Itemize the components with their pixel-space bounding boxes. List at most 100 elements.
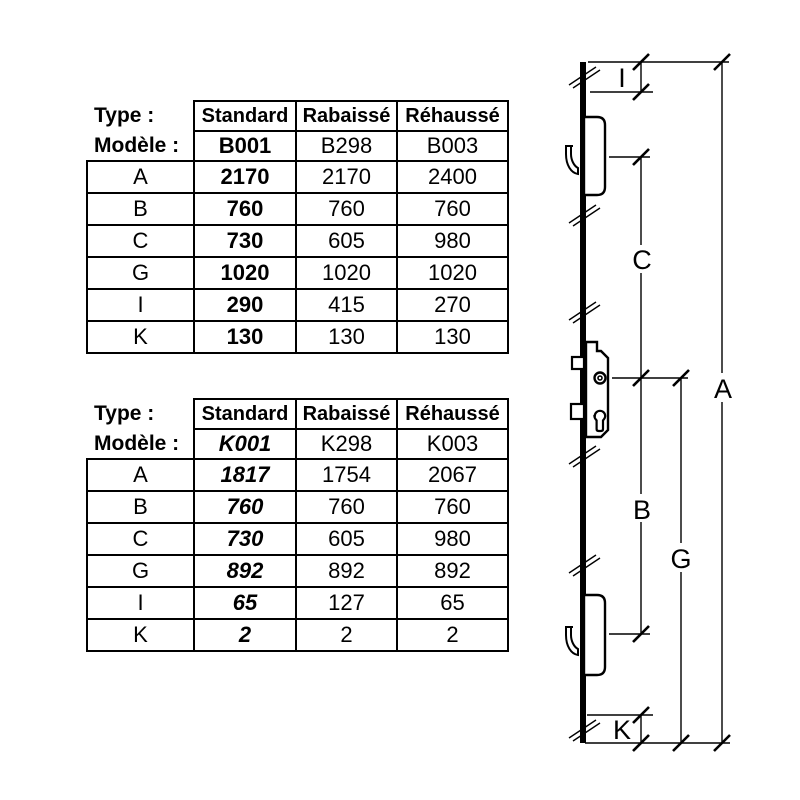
value-cell: 130 xyxy=(396,320,509,354)
value-cell: 127 xyxy=(295,586,398,620)
value-cell: 130 xyxy=(295,320,398,354)
table-row: G 892 892 892 xyxy=(86,554,509,588)
value-cell: 760 xyxy=(295,192,398,226)
dim-letter: K xyxy=(86,618,195,652)
value-cell: 290 xyxy=(193,288,297,322)
handle-follower-icon xyxy=(593,371,607,385)
value-cell: 1754 xyxy=(295,458,398,492)
dimension-ticks xyxy=(632,53,731,752)
table-row: B 760 760 760 xyxy=(86,490,509,524)
value-cell: 605 xyxy=(295,522,398,556)
dim-letter: C xyxy=(86,522,195,556)
dim-label-c: C xyxy=(632,245,652,275)
dim-letter: A xyxy=(86,458,195,492)
table-row: K 130 130 130 xyxy=(86,320,509,354)
value-cell: 1020 xyxy=(193,256,297,290)
value-cell: 892 xyxy=(295,554,398,588)
value-cell: 2400 xyxy=(396,160,509,194)
table-row: A 1817 1754 2067 xyxy=(86,458,509,492)
dim-label-b: B xyxy=(633,495,651,525)
value-cell: 760 xyxy=(396,192,509,226)
value-cell: 1020 xyxy=(396,256,509,290)
value-cell: 2170 xyxy=(193,160,297,194)
value-cell: 730 xyxy=(193,224,297,258)
dim-letter: G xyxy=(86,554,195,588)
top-hook-icon xyxy=(565,145,579,176)
value-cell: 2 xyxy=(193,618,297,652)
value-cell: 760 xyxy=(193,490,297,524)
col-header-rehausse: Réhaussé xyxy=(396,398,509,430)
table-row: G 1020 1020 1020 xyxy=(86,256,509,290)
value-cell: 730 xyxy=(193,522,297,556)
value-cell: 1020 xyxy=(295,256,398,290)
value-cell: 760 xyxy=(396,490,509,524)
table-row: I 290 415 270 xyxy=(86,288,509,322)
value-cell: 605 xyxy=(295,224,398,258)
value-cell: 980 xyxy=(396,224,509,258)
table-row: Type : Standard Rabaissé Réhaussé xyxy=(87,398,509,430)
model-label: Modèle : xyxy=(94,133,180,157)
value-cell: 65 xyxy=(193,586,297,620)
col-header-rehausse: Réhaussé xyxy=(396,100,509,132)
model-rehausse: K003 xyxy=(396,428,509,460)
model-rehausse: B003 xyxy=(396,130,509,162)
model-standard: K001 xyxy=(193,428,297,460)
dim-letter: C xyxy=(86,224,195,258)
table-row: Modèle : K001 K298 K003 xyxy=(87,428,509,460)
table-row: K 2 2 2 xyxy=(86,618,509,652)
table-row: C 730 605 980 xyxy=(86,522,509,556)
model-rabaisse: K298 xyxy=(295,428,398,460)
table-row: Modèle : B001 B298 B003 xyxy=(87,130,509,162)
col-header-standard: Standard xyxy=(193,100,297,132)
spec-table-b001: Type : Standard Rabaissé Réhaussé Modèle… xyxy=(86,100,509,354)
dim-letter: B xyxy=(86,490,195,524)
rail-break-marks xyxy=(568,66,601,742)
value-cell: 2 xyxy=(295,618,398,652)
model-label: Modèle : xyxy=(94,431,180,455)
value-cell: 760 xyxy=(193,192,297,226)
euro-cylinder-icon xyxy=(593,409,607,433)
dim-letter: B xyxy=(86,192,195,226)
type-label: Type : xyxy=(94,402,155,425)
value-cell: 2 xyxy=(396,618,509,652)
table-row: A 2170 2170 2400 xyxy=(86,160,509,194)
col-header-rabaisse: Rabaissé xyxy=(295,398,398,430)
value-cell: 270 xyxy=(396,288,509,322)
dim-letter: I xyxy=(86,288,195,322)
model-rabaisse: B298 xyxy=(295,130,398,162)
table-row: B 760 760 760 xyxy=(86,192,509,226)
dim-label-i: I xyxy=(618,63,626,93)
value-cell: 65 xyxy=(396,586,509,620)
lock-rail xyxy=(580,62,586,743)
value-cell: 980 xyxy=(396,522,509,556)
bottom-hook-icon xyxy=(565,626,579,657)
dimension-lines xyxy=(585,61,730,744)
dim-label-k: K xyxy=(613,715,631,745)
value-cell: 892 xyxy=(193,554,297,588)
col-header-rabaisse: Rabaissé xyxy=(295,100,398,132)
dim-letter: I xyxy=(86,586,195,620)
dim-label-a: A xyxy=(714,374,732,404)
value-cell: 892 xyxy=(396,554,509,588)
value-cell: 1817 xyxy=(193,458,297,492)
col-header-standard: Standard xyxy=(193,398,297,430)
dim-letter: G xyxy=(86,256,195,290)
value-cell: 2170 xyxy=(295,160,398,194)
dim-label-g: G xyxy=(670,544,691,574)
dim-letter: K xyxy=(86,320,195,354)
spec-table-k001: Type : Standard Rabaissé Réhaussé Modèle… xyxy=(86,398,509,652)
dim-letter: A xyxy=(86,160,195,194)
value-cell: 2067 xyxy=(396,458,509,492)
bottom-keeper-housing xyxy=(582,593,607,677)
value-cell: 130 xyxy=(193,320,297,354)
type-label: Type : xyxy=(94,104,155,127)
latch-bolt xyxy=(570,355,586,371)
table-row: C 730 605 980 xyxy=(86,224,509,258)
model-standard: B001 xyxy=(193,130,297,162)
top-keeper-housing xyxy=(582,115,607,197)
table-row: I 65 127 65 xyxy=(86,586,509,620)
value-cell: 415 xyxy=(295,288,398,322)
table-row: Type : Standard Rabaissé Réhaussé xyxy=(87,100,509,132)
